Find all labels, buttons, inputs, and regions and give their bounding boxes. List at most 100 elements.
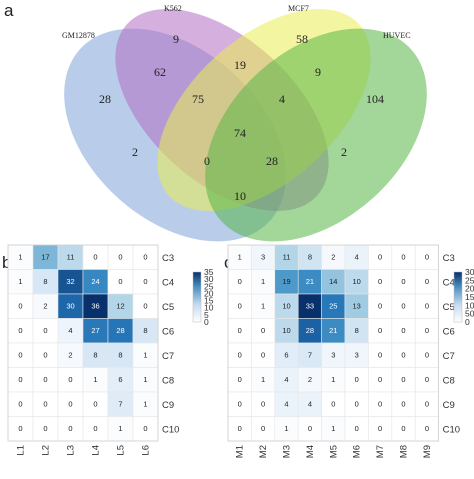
heatmap-cell-value: 6: [284, 351, 288, 360]
heatmap-cell-value: 0: [401, 375, 405, 384]
heatmap-cell-value: 27: [91, 326, 99, 335]
colorbar-tick-label: 25: [204, 281, 214, 291]
row-label: C8: [443, 375, 455, 386]
heatmap-cell-value: 0: [378, 424, 382, 433]
heatmap-cell-value: 0: [143, 277, 147, 286]
heatmap-cell-value: 28: [306, 326, 314, 335]
column-label: M3: [282, 445, 293, 458]
heatmap-cell-value: 0: [118, 253, 122, 262]
heatmap-cell-value: 10: [282, 326, 290, 335]
heatmap-cell-value: 0: [355, 400, 359, 409]
colorbar-tick-label: 100: [465, 300, 474, 310]
heatmap-cell: [32, 269, 59, 295]
colorbar-tick-label: 20: [204, 288, 214, 298]
heatmap-cell-value: 1: [331, 375, 335, 384]
heatmap-cell-value: 0: [425, 351, 429, 360]
heatmap-cell-value: 0: [93, 424, 97, 433]
heatmap-cell-value: 1: [331, 424, 335, 433]
heatmap-cell-value: 0: [143, 302, 147, 311]
heatmap-border: [227, 244, 440, 442]
heatmap-cell-value: 1: [18, 253, 22, 262]
heatmap-cell-value: 0: [18, 424, 22, 433]
heatmap-cell-value: 0: [378, 375, 382, 384]
row-label: C10: [162, 424, 179, 435]
heatmap-cell-value: 28: [116, 326, 124, 335]
heatmap-cell-value: 0: [18, 351, 22, 360]
colorbar-tick-label: 5: [204, 310, 209, 320]
heatmap-cell-value: 0: [425, 424, 429, 433]
row-label: C6: [443, 326, 455, 337]
heatmap-cell-value: 3: [261, 253, 265, 262]
heatmap-cell-value: 2: [331, 253, 335, 262]
heatmap-c: 1 3 11 8 2 4 0 0 00 1 19 21 14 10 0 0 00 1 10 33 25 13 0 0 00 0 10…: [227, 244, 474, 458]
venn-diagram: GM12878 K562 MCF7 HUVEC 28 9 58 104 62 1…: [62, 4, 427, 242]
column-label: L4: [91, 445, 102, 456]
column-label: L6: [141, 445, 152, 456]
panel-letter-b: b: [2, 253, 11, 272]
heatmap-cell-value: 8: [93, 351, 97, 360]
heatmap-cell: [107, 342, 134, 368]
heatmap-cell: [107, 244, 134, 270]
colorbar-tick-label: 50: [465, 309, 474, 319]
heatmap-cell-value: 10: [353, 277, 361, 286]
heatmap-cell-value: 0: [378, 326, 382, 335]
heatmap-cell-value: 33: [306, 302, 314, 311]
venn-count-gm12878-k562-mcf7: 75: [192, 92, 204, 106]
heatmap-cell-value: 0: [238, 326, 242, 335]
heatmap-cell-value: 4: [284, 400, 288, 409]
heatmap-cell: [32, 342, 59, 368]
venn-count-all-four: 74: [234, 126, 246, 140]
heatmap-cell-value: 4: [284, 375, 288, 384]
heatmap-cell-value: 0: [93, 253, 97, 262]
heatmap-cell-value: 0: [261, 400, 265, 409]
heatmap-cell-value: 0: [401, 326, 405, 335]
heatmap-cell: [82, 293, 109, 319]
heatmap-cell-value: 4: [355, 253, 359, 262]
venn-count-gm12878-huvec: 10: [234, 189, 246, 203]
colorbar: [192, 271, 202, 323]
heatmap-cell: [57, 416, 84, 442]
heatmap-cell-value: 0: [261, 326, 265, 335]
row-label: C3: [162, 253, 174, 264]
heatmap-cell-value: 14: [329, 277, 337, 286]
colorbar-tick-label: 0: [465, 317, 470, 327]
heatmap-cell-value: 0: [118, 277, 122, 286]
heatmap-cell-value: 0: [93, 400, 97, 409]
venn-count-gm12878-k562-huvec: 28: [266, 154, 278, 168]
heatmap-cell-value: 0: [401, 302, 405, 311]
row-label: C5: [443, 302, 455, 313]
column-label: M5: [328, 445, 339, 458]
heatmap-cell: [107, 416, 134, 442]
colorbar-tick-label: 200: [465, 284, 474, 294]
heatmap-cell-value: 0: [331, 400, 335, 409]
heatmap-cell-value: 0: [238, 302, 242, 311]
column-label: M9: [422, 445, 433, 458]
venn-count-k562-huvec: 2: [341, 145, 347, 159]
row-label: C4: [162, 277, 174, 288]
venn-count-gm12878-mcf7-huvec: 0: [204, 154, 210, 168]
heatmap-cell-value: 0: [308, 424, 312, 433]
heatmap-cell-value: 2: [68, 351, 72, 360]
heatmap-cell-value: 0: [401, 400, 405, 409]
heatmap-cell: [32, 391, 59, 417]
heatmap-cell: [32, 293, 59, 319]
heatmap-cell-value: 0: [425, 253, 429, 262]
heatmap-cell-value: 0: [401, 351, 405, 360]
heatmap-cell-value: 0: [401, 277, 405, 286]
row-label: C9: [162, 400, 174, 411]
heatmap-border: [7, 244, 159, 442]
heatmap-cell-value: 0: [18, 302, 22, 311]
heatmap-cell-value: 21: [329, 326, 337, 335]
heatmap-cell-value: 0: [401, 424, 405, 433]
heatmap-cell-value: 3: [355, 351, 359, 360]
heatmap-cell-value: 1: [143, 400, 147, 409]
heatmap-cell: [7, 318, 34, 344]
heatmap-cell-value: 0: [355, 424, 359, 433]
venn-count-gm12878-k562: 62: [154, 65, 166, 79]
heatmap-cell-value: 11: [283, 253, 291, 262]
heatmap-cell-value: 0: [68, 375, 72, 384]
panel-letter-a: a: [4, 1, 14, 20]
heatmap-cell: [132, 244, 159, 270]
heatmap-cell: [7, 293, 34, 319]
column-label: L2: [41, 445, 52, 456]
